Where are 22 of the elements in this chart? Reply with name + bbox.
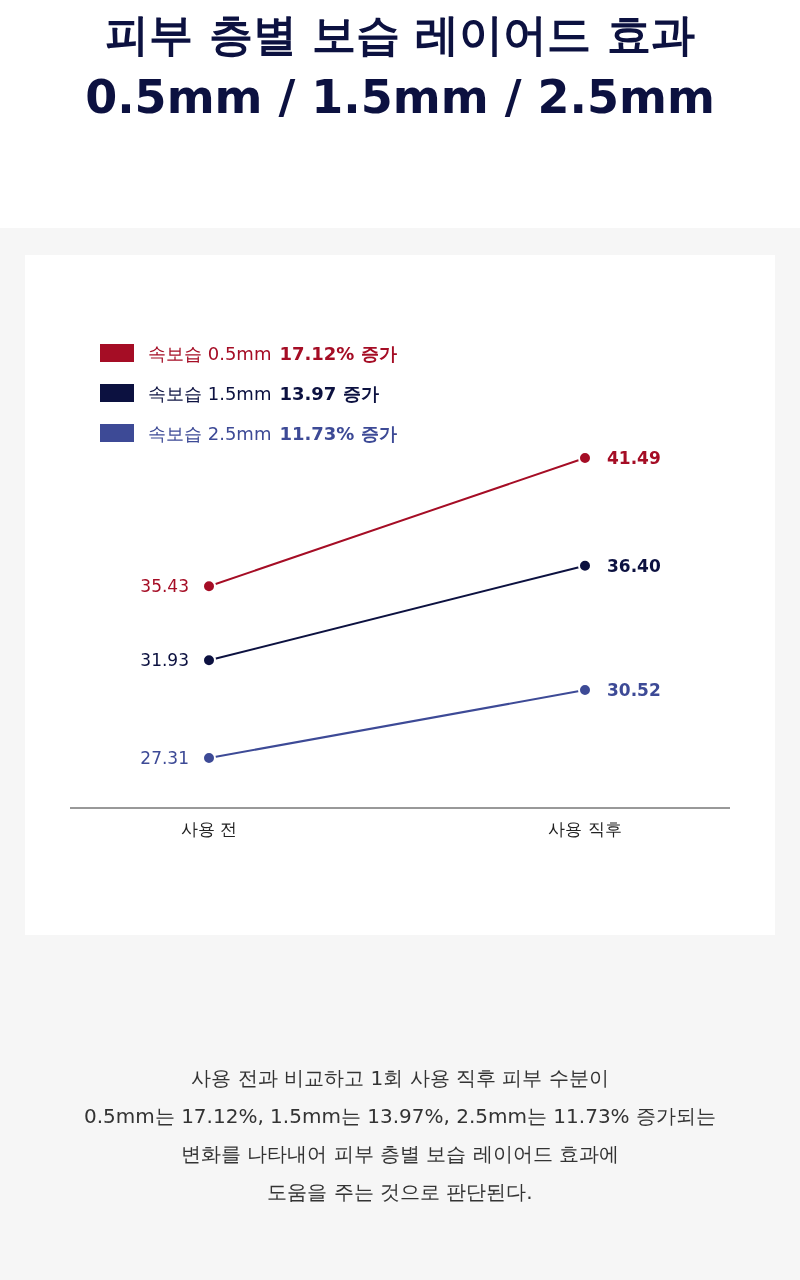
data-label: 36.40 [607, 555, 661, 576]
point [202, 751, 216, 765]
legend-label: 속보습 1.5mm 13.97 증가 [148, 383, 379, 404]
point [578, 558, 592, 573]
chart-title: 피부 층별 보습 레이어드 효과 [105, 9, 695, 60]
point [578, 451, 592, 465]
legend-label: 속보습 0.5mm 17.12% 증가 [148, 343, 397, 364]
point [202, 653, 216, 668]
chart-subtitle: 0.5mm / 1.5mm / 2.5mm [85, 70, 715, 124]
point [202, 579, 216, 594]
text: 사용 전과 비교하고 1회 사용 직후 피부 수분이 [191, 1066, 609, 1090]
text: 0.5mm는 17.12%, 1.5mm는 13.97%, 2.5mm는 11.73% 증가되는 [84, 1104, 716, 1128]
x-tick-label: 사용 전 [180, 819, 238, 839]
x-tick-label: 사용 직후 [548, 819, 622, 839]
text: 도움을 주는 것으로 판단된다. [267, 1180, 533, 1204]
data-label: 41.49 [607, 448, 661, 468]
text: 변화를 나타내어 피부 층별 보습 레이어드 효과에 [180, 1142, 620, 1166]
data-label: 35.43 [140, 576, 189, 597]
data-label: 31.93 [140, 650, 189, 671]
data-label: 27.31 [140, 748, 189, 768]
legend-label: 속보습 2.5mm 11.73% 증가 [148, 423, 397, 444]
data-label: 30.52 [607, 680, 661, 701]
